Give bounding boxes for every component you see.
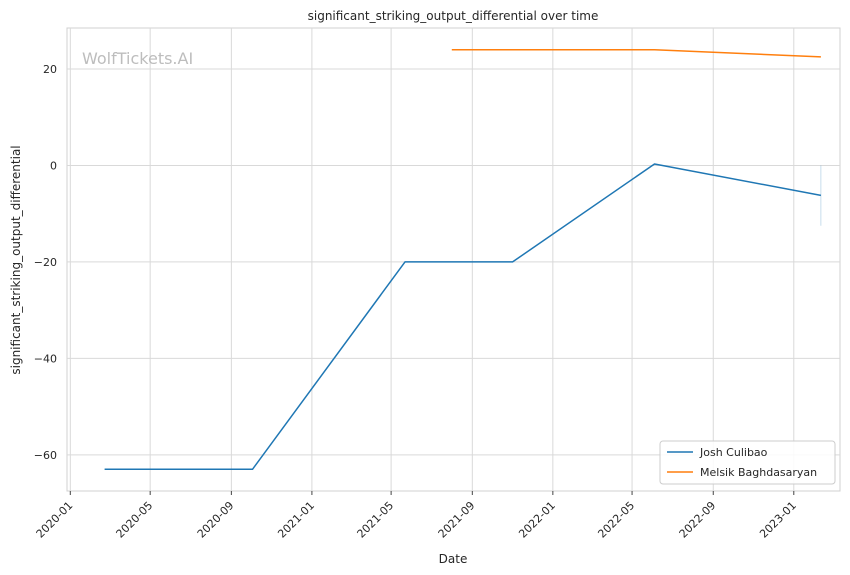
y-tick-label: −60 — [34, 449, 57, 462]
series-layer — [104, 48, 822, 471]
x-tick-label: 2022-01 — [516, 499, 558, 541]
legend-items: Josh Culibao Melsik Baghdasaryan — [667, 446, 817, 479]
x-tick-label: 2020-01 — [34, 499, 76, 541]
plot-area: WolfTickets.AI — [66, 27, 841, 492]
legend-label: Melsik Baghdasaryan — [700, 466, 817, 479]
x-tick-label: 2022-09 — [677, 499, 719, 541]
x-tick-label: 2020-09 — [195, 499, 237, 541]
legend-label: Josh Culibao — [699, 446, 768, 459]
legend-box — [659, 440, 836, 485]
x-axis-label: Date — [439, 552, 468, 566]
watermark: WolfTickets.AI — [82, 49, 193, 68]
plot-background — [66, 27, 841, 492]
series-line — [451, 48, 821, 58]
legend: Josh Culibao Melsik Baghdasaryan — [659, 440, 836, 485]
x-tick-label: 2021-09 — [436, 499, 478, 541]
x-tick-label: 2021-01 — [275, 499, 317, 541]
x-tick-label: 2020-05 — [114, 499, 156, 541]
y-tick-label: −20 — [34, 256, 57, 269]
x-tick-label: 2022-05 — [595, 499, 637, 541]
chart-title: significant_striking_output_differential… — [308, 9, 599, 23]
x-tick-label: 2021-05 — [355, 499, 397, 541]
x-tick-label: 2023-01 — [757, 499, 799, 541]
y-axis-label: significant_striking_output_differential — [9, 145, 23, 374]
series-line — [104, 163, 822, 471]
y-tick-label: 20 — [43, 63, 57, 76]
y-tick-label: −40 — [34, 352, 57, 365]
x-axis-ticks: 2020-01 2020-05 2020-09 2021-01 2021-05 2021-… — [34, 491, 799, 541]
y-tick-label: 0 — [50, 159, 57, 172]
y-axis-ticks: −60 −40 −20 0 20 — [34, 63, 57, 462]
